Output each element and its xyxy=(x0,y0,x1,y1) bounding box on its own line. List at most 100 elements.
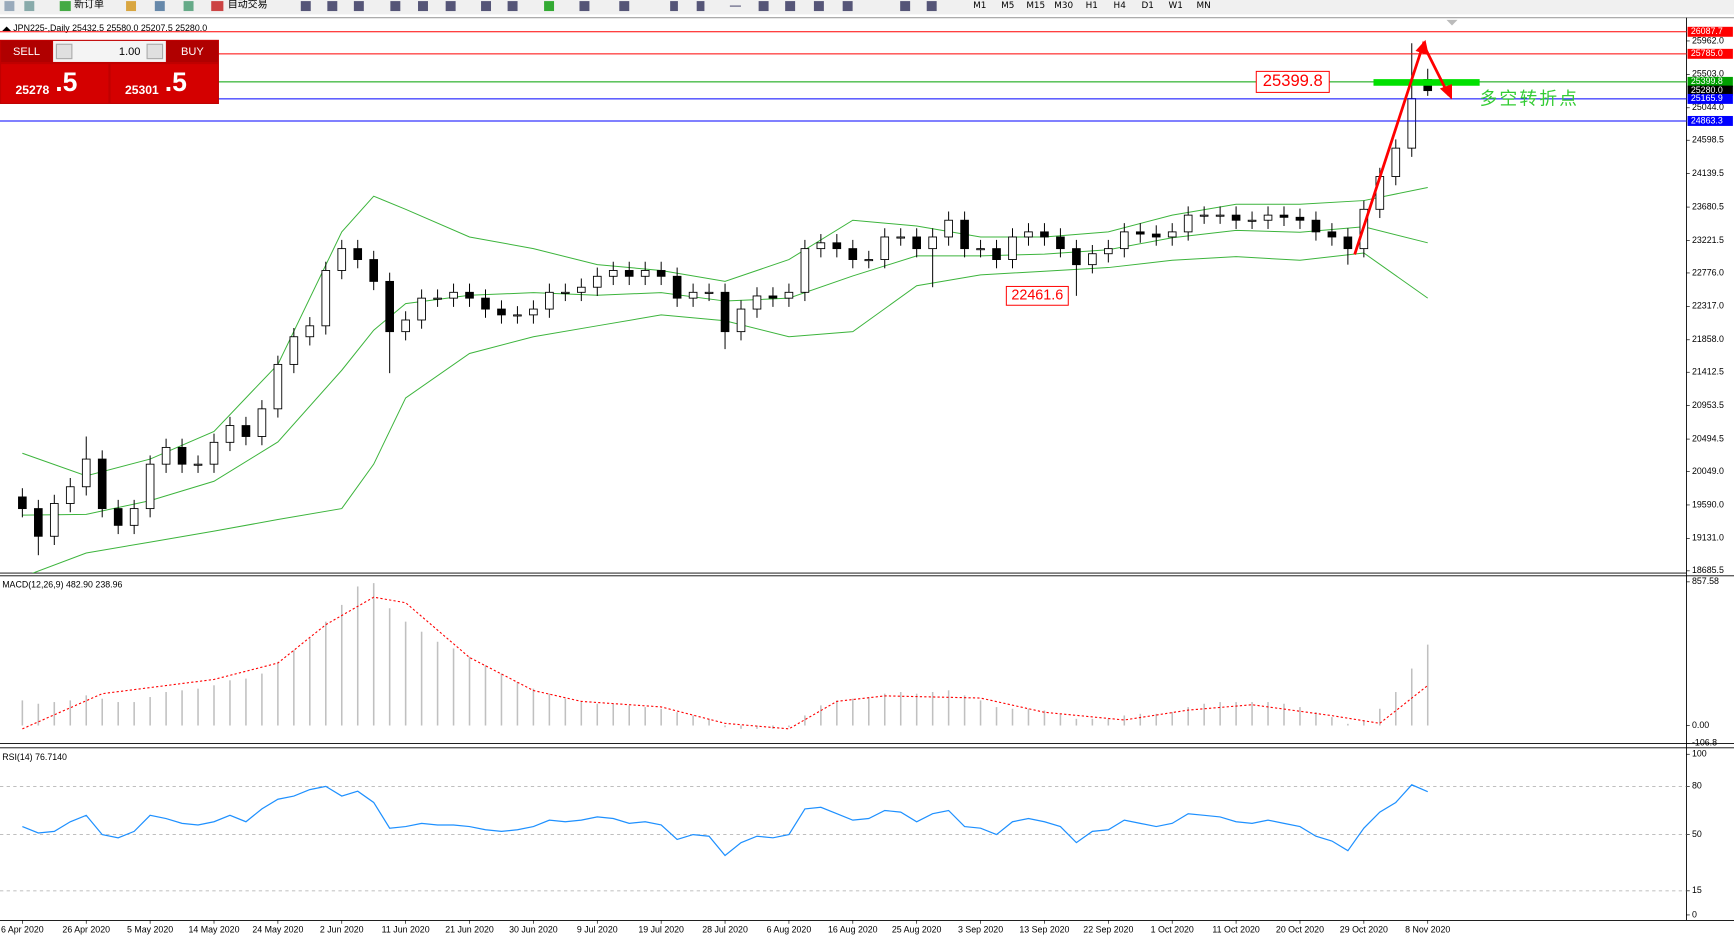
sell-price-fraction[interactable]: .5 xyxy=(55,67,77,97)
candle-body xyxy=(529,308,538,316)
buy-button[interactable] xyxy=(166,40,218,62)
candle-body xyxy=(832,242,842,250)
timeframe[interactable]: H4 xyxy=(1114,1,1127,11)
title-marker xyxy=(2,26,12,31)
rsi-line xyxy=(22,784,1428,857)
toolbar-icon[interactable] xyxy=(900,1,911,12)
buy-price-box[interactable] xyxy=(110,64,218,103)
one-click-trading: SELL 1.00 BUY 25278 .5 25301 .5 xyxy=(0,39,219,104)
y-tick-label: 18685.5 xyxy=(1692,565,1724,575)
macd-bar xyxy=(261,673,263,726)
toolbar-icon[interactable] xyxy=(544,1,555,12)
macd-bar xyxy=(149,697,151,726)
y-tick-label: 0.00 xyxy=(1692,720,1709,730)
candle-body xyxy=(1008,236,1017,260)
x-tick-label: 21 Jun 2020 xyxy=(445,925,494,935)
macd-bar xyxy=(277,661,279,726)
timeframe[interactable]: M1 xyxy=(973,1,986,11)
toolbar-icon[interactable] xyxy=(481,1,492,12)
toolbar-icon[interactable] xyxy=(507,1,518,12)
macd-bar xyxy=(1426,644,1429,726)
x-tick-label: 2 Jun 2020 xyxy=(320,925,364,935)
macd-bar xyxy=(868,697,870,726)
candle-body xyxy=(608,270,618,277)
sell-price[interactable]: 25278 xyxy=(15,83,49,97)
macd-bar xyxy=(1283,703,1285,726)
candle-body xyxy=(1104,248,1113,255)
volume[interactable]: 1.00 xyxy=(119,46,141,58)
macd-bar xyxy=(500,673,503,726)
macd-bar xyxy=(388,608,391,726)
y-tick-label: 20049.0 xyxy=(1692,466,1724,476)
macd-bar xyxy=(69,700,72,726)
timeframe[interactable]: MN xyxy=(1197,1,1211,11)
macd-bar xyxy=(1075,718,1078,726)
buy-label[interactable]: BUY xyxy=(181,46,204,58)
toolbar-icon[interactable] xyxy=(154,1,165,12)
toolbar-icon[interactable] xyxy=(445,1,456,12)
toolbar-icon[interactable] xyxy=(842,1,853,12)
sell-button[interactable] xyxy=(1,40,52,62)
toolbar-icon[interactable] xyxy=(390,1,401,12)
new-order-icon[interactable] xyxy=(59,1,71,12)
macd-bar xyxy=(420,631,423,726)
candle-body xyxy=(1391,147,1401,177)
toolbar-icon[interactable] xyxy=(353,1,364,12)
macd-bar xyxy=(1043,710,1046,726)
toolbar-icon[interactable] xyxy=(813,1,824,12)
candle-body xyxy=(513,314,522,317)
toolbar-icon[interactable] xyxy=(729,5,741,7)
toolbar-icon[interactable] xyxy=(670,1,678,12)
chart-title: JPN225-,Daily 25432.5 25580.0 25207.5 25… xyxy=(13,23,207,33)
macd-bar xyxy=(1059,713,1062,726)
candle-body xyxy=(1327,231,1337,238)
timeframe[interactable]: M15 xyxy=(1026,1,1045,11)
macd-bar xyxy=(309,638,311,726)
timeframe[interactable]: W1 xyxy=(1168,1,1182,11)
new-order[interactable]: 新订单 xyxy=(74,0,104,10)
auto-trading[interactable]: 自动交易 xyxy=(228,0,268,10)
macd-bar xyxy=(963,695,966,726)
toolbar-icon[interactable] xyxy=(327,1,338,12)
volume-up[interactable] xyxy=(146,43,164,60)
candle-body xyxy=(385,280,394,333)
candle-body xyxy=(545,291,554,310)
macd-bar xyxy=(21,700,24,726)
toolbar-icon[interactable] xyxy=(758,1,769,12)
sell-price-box[interactable] xyxy=(1,64,109,103)
toolbar-icon[interactable] xyxy=(126,1,137,12)
toolbar-icon[interactable] xyxy=(785,1,796,12)
timeframe[interactable]: M5 xyxy=(1001,1,1014,11)
price-level-label: 25165.9 xyxy=(1691,93,1723,103)
buy-price[interactable]: 25301 xyxy=(125,83,159,97)
candle-body xyxy=(688,291,698,299)
timeframe[interactable]: H1 xyxy=(1086,1,1098,11)
candle-body xyxy=(816,242,826,250)
toolbar-icon[interactable] xyxy=(24,1,35,12)
auto-trading-icon[interactable] xyxy=(211,1,224,12)
toolbar-icon[interactable] xyxy=(696,1,705,12)
toolbar-icon[interactable] xyxy=(4,1,15,12)
candle-body xyxy=(481,297,490,310)
annotation: 22461.6 xyxy=(1011,288,1063,304)
macd-bar xyxy=(165,692,167,726)
timeframe[interactable]: M30 xyxy=(1054,1,1073,11)
volume-field[interactable] xyxy=(53,40,166,62)
sell-label[interactable]: SELL xyxy=(13,46,40,58)
toolbar-icon[interactable] xyxy=(926,1,937,12)
toolbar-icon[interactable] xyxy=(579,1,590,12)
toolbar-icon[interactable] xyxy=(418,1,428,12)
panel-layer xyxy=(0,784,1687,892)
toolbar-icon[interactable] xyxy=(183,1,194,12)
toolbar-icon[interactable] xyxy=(619,1,630,12)
candle-body xyxy=(241,425,251,437)
macd-bar xyxy=(899,692,902,726)
candle-body xyxy=(18,496,27,510)
volume-down[interactable] xyxy=(55,43,73,60)
toolbar-icon[interactable] xyxy=(300,1,311,12)
buy-price-fraction[interactable]: .5 xyxy=(165,67,187,97)
timeframe[interactable]: D1 xyxy=(1141,1,1153,11)
price-level-tag xyxy=(1687,115,1733,126)
